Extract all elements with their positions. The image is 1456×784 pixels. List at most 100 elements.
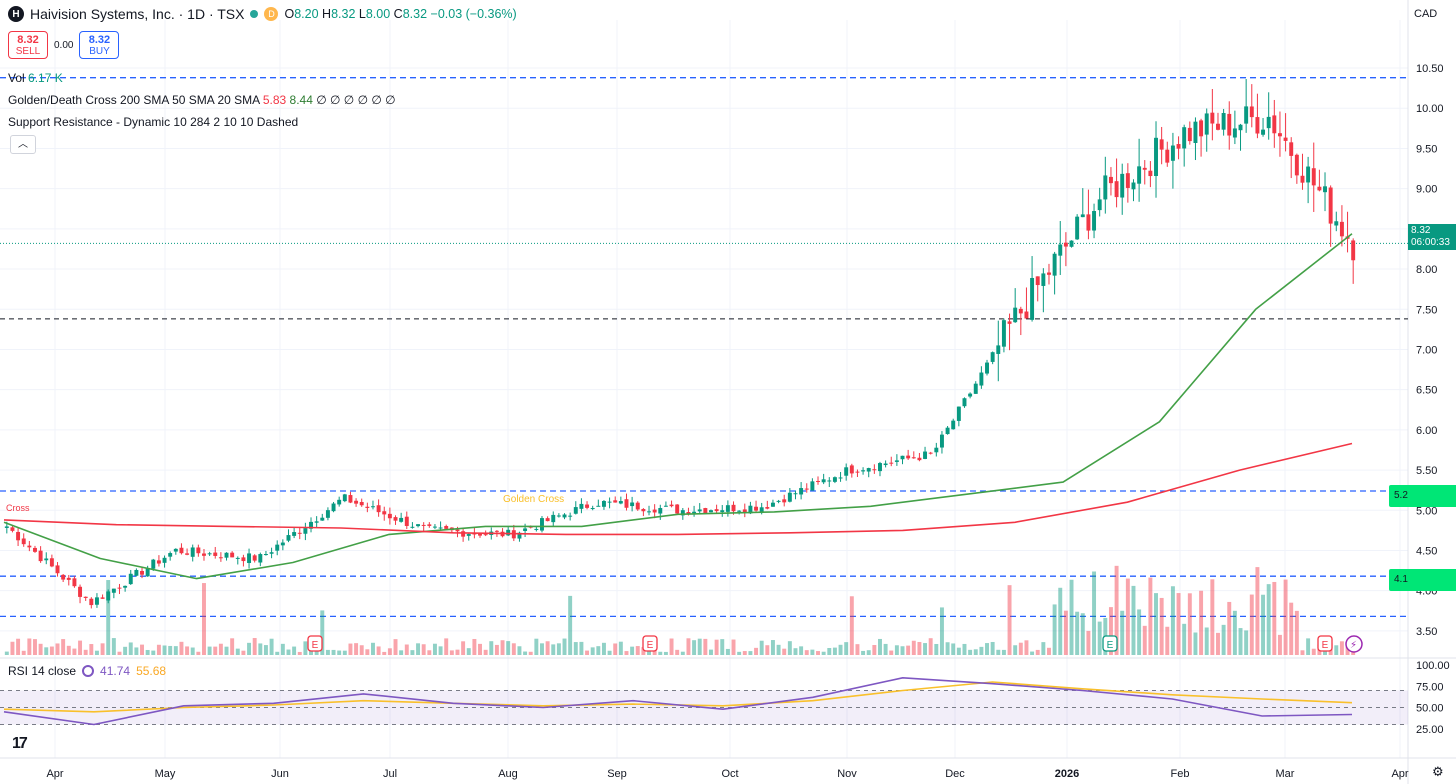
- candle-body: [1030, 277, 1035, 320]
- candle-body: [1306, 166, 1311, 183]
- volume-bar: [78, 640, 83, 655]
- candle-body: [111, 588, 116, 593]
- volume-bar: [861, 650, 866, 655]
- price-axis[interactable]: 3.504.004.505.005.506.006.507.007.508.00…: [1416, 63, 1450, 736]
- flash-icon[interactable]: ⚡: [1345, 635, 1363, 653]
- time-tick-label: 2026: [1055, 768, 1079, 780]
- candle-body: [540, 518, 544, 531]
- chevron-up-icon[interactable]: ︿: [10, 135, 36, 154]
- candle-body: [590, 508, 595, 510]
- trade-buttons: 8.32 SELL 0.00 8.32 BUY: [8, 31, 120, 59]
- volume-bar: [1182, 623, 1187, 655]
- volume-indicator-legend[interactable]: Vol 6.17 K: [8, 71, 63, 85]
- candle-body: [844, 467, 849, 476]
- candle-body: [1120, 173, 1125, 198]
- symbol-title[interactable]: Haivision Systems, Inc. · 1D · TSX: [30, 6, 245, 22]
- candle-body: [376, 505, 381, 513]
- volume-bar: [168, 645, 173, 655]
- candle-body: [551, 514, 556, 523]
- candle-body: [1148, 170, 1153, 177]
- volume-bar: [297, 651, 302, 655]
- candle-body: [613, 500, 618, 503]
- sr-indicator-legend[interactable]: Support Resistance - Dynamic 10 284 2 10…: [8, 115, 299, 129]
- volume-bar: [466, 648, 471, 655]
- candle-body: [1283, 137, 1288, 141]
- volume-bar: [1300, 650, 1305, 655]
- candle-body: [444, 526, 449, 529]
- volume-bar: [906, 645, 911, 655]
- volume-bar: [478, 643, 482, 655]
- time-tick-label: Jun: [271, 768, 289, 780]
- candle-body: [66, 577, 71, 580]
- volume-bar: [742, 651, 747, 655]
- volume-bar: [94, 650, 99, 655]
- rsi-tick-label: 50.00: [1416, 703, 1444, 715]
- volume-bar: [900, 646, 905, 655]
- volume-bar: [275, 651, 280, 655]
- rsi-legend[interactable]: RSI 14 close 41.74 55.68: [8, 664, 167, 678]
- earnings-marker: E: [642, 635, 658, 652]
- volume-bar: [162, 645, 167, 655]
- candle-body: [38, 550, 43, 562]
- earnings-marker: E: [1317, 635, 1333, 652]
- volume-bar: [72, 648, 77, 655]
- candle-body: [1317, 186, 1322, 191]
- volume-bar: [1216, 632, 1220, 655]
- candle-body: [162, 557, 167, 563]
- volume-bar: [444, 638, 449, 655]
- candle-body: [1013, 307, 1018, 323]
- volume-bar: [1086, 630, 1091, 655]
- candle-body: [799, 488, 804, 495]
- candle-body: [269, 552, 274, 554]
- volume-bar: [731, 639, 736, 655]
- volume-bar: [1114, 565, 1119, 655]
- tradingview-logo: 17: [12, 735, 28, 752]
- candle-body: [1125, 173, 1130, 188]
- time-tick-label: Nov: [837, 768, 857, 780]
- time-tick-label: May: [155, 768, 176, 780]
- candle-body: [252, 555, 257, 561]
- candle-body: [1339, 221, 1344, 237]
- candle-body: [61, 574, 66, 580]
- volume-bar: [562, 638, 567, 655]
- candle-body: [140, 570, 144, 575]
- time-tick-label: Feb: [1171, 768, 1190, 780]
- currency-label[interactable]: CAD: [1414, 8, 1438, 20]
- candle-body: [94, 597, 99, 605]
- candle-body: [658, 508, 663, 514]
- cross-indicator-legend[interactable]: Golden/Death Cross 200 SMA 50 SMA 20 SMA…: [8, 93, 396, 107]
- volume-bar: [579, 641, 584, 655]
- candle-body: [827, 480, 832, 482]
- volume-bar: [387, 648, 392, 655]
- earnings-marker-label: E: [1107, 640, 1114, 651]
- volume-bar: [320, 610, 325, 655]
- volume-bar: [630, 646, 635, 655]
- volume-bar: [66, 645, 71, 655]
- candle-body: [359, 502, 364, 506]
- rsi-tick-label: 25.00: [1416, 724, 1444, 736]
- gear-icon[interactable]: ⚙: [1432, 764, 1444, 779]
- time-axis[interactable]: Apr May Jun Jul Aug Sep Oct Nov Dec 2026 Feb Mar Apr: [46, 768, 1408, 780]
- sell-button[interactable]: 8.32 SELL: [8, 31, 48, 59]
- volume-bar: [359, 645, 364, 655]
- volume-bar: [1013, 645, 1018, 655]
- candle-body: [1311, 168, 1316, 186]
- candle-body: [1210, 112, 1215, 124]
- candle-body: [720, 510, 725, 513]
- candle-body: [1018, 308, 1023, 314]
- volume-bar: [866, 650, 871, 655]
- candle-body: [1255, 117, 1260, 134]
- candle-body: [1159, 139, 1164, 150]
- sr-tag-upper: 5.2: [1389, 485, 1456, 507]
- candle-body: [754, 506, 759, 511]
- candle-body: [917, 457, 922, 461]
- candle-body: [393, 517, 398, 521]
- buy-button[interactable]: 8.32 BUY: [79, 31, 120, 59]
- volume-bar: [1249, 594, 1254, 655]
- candle-body: [900, 455, 905, 460]
- candle-body: [117, 587, 122, 589]
- candle-body: [89, 598, 94, 606]
